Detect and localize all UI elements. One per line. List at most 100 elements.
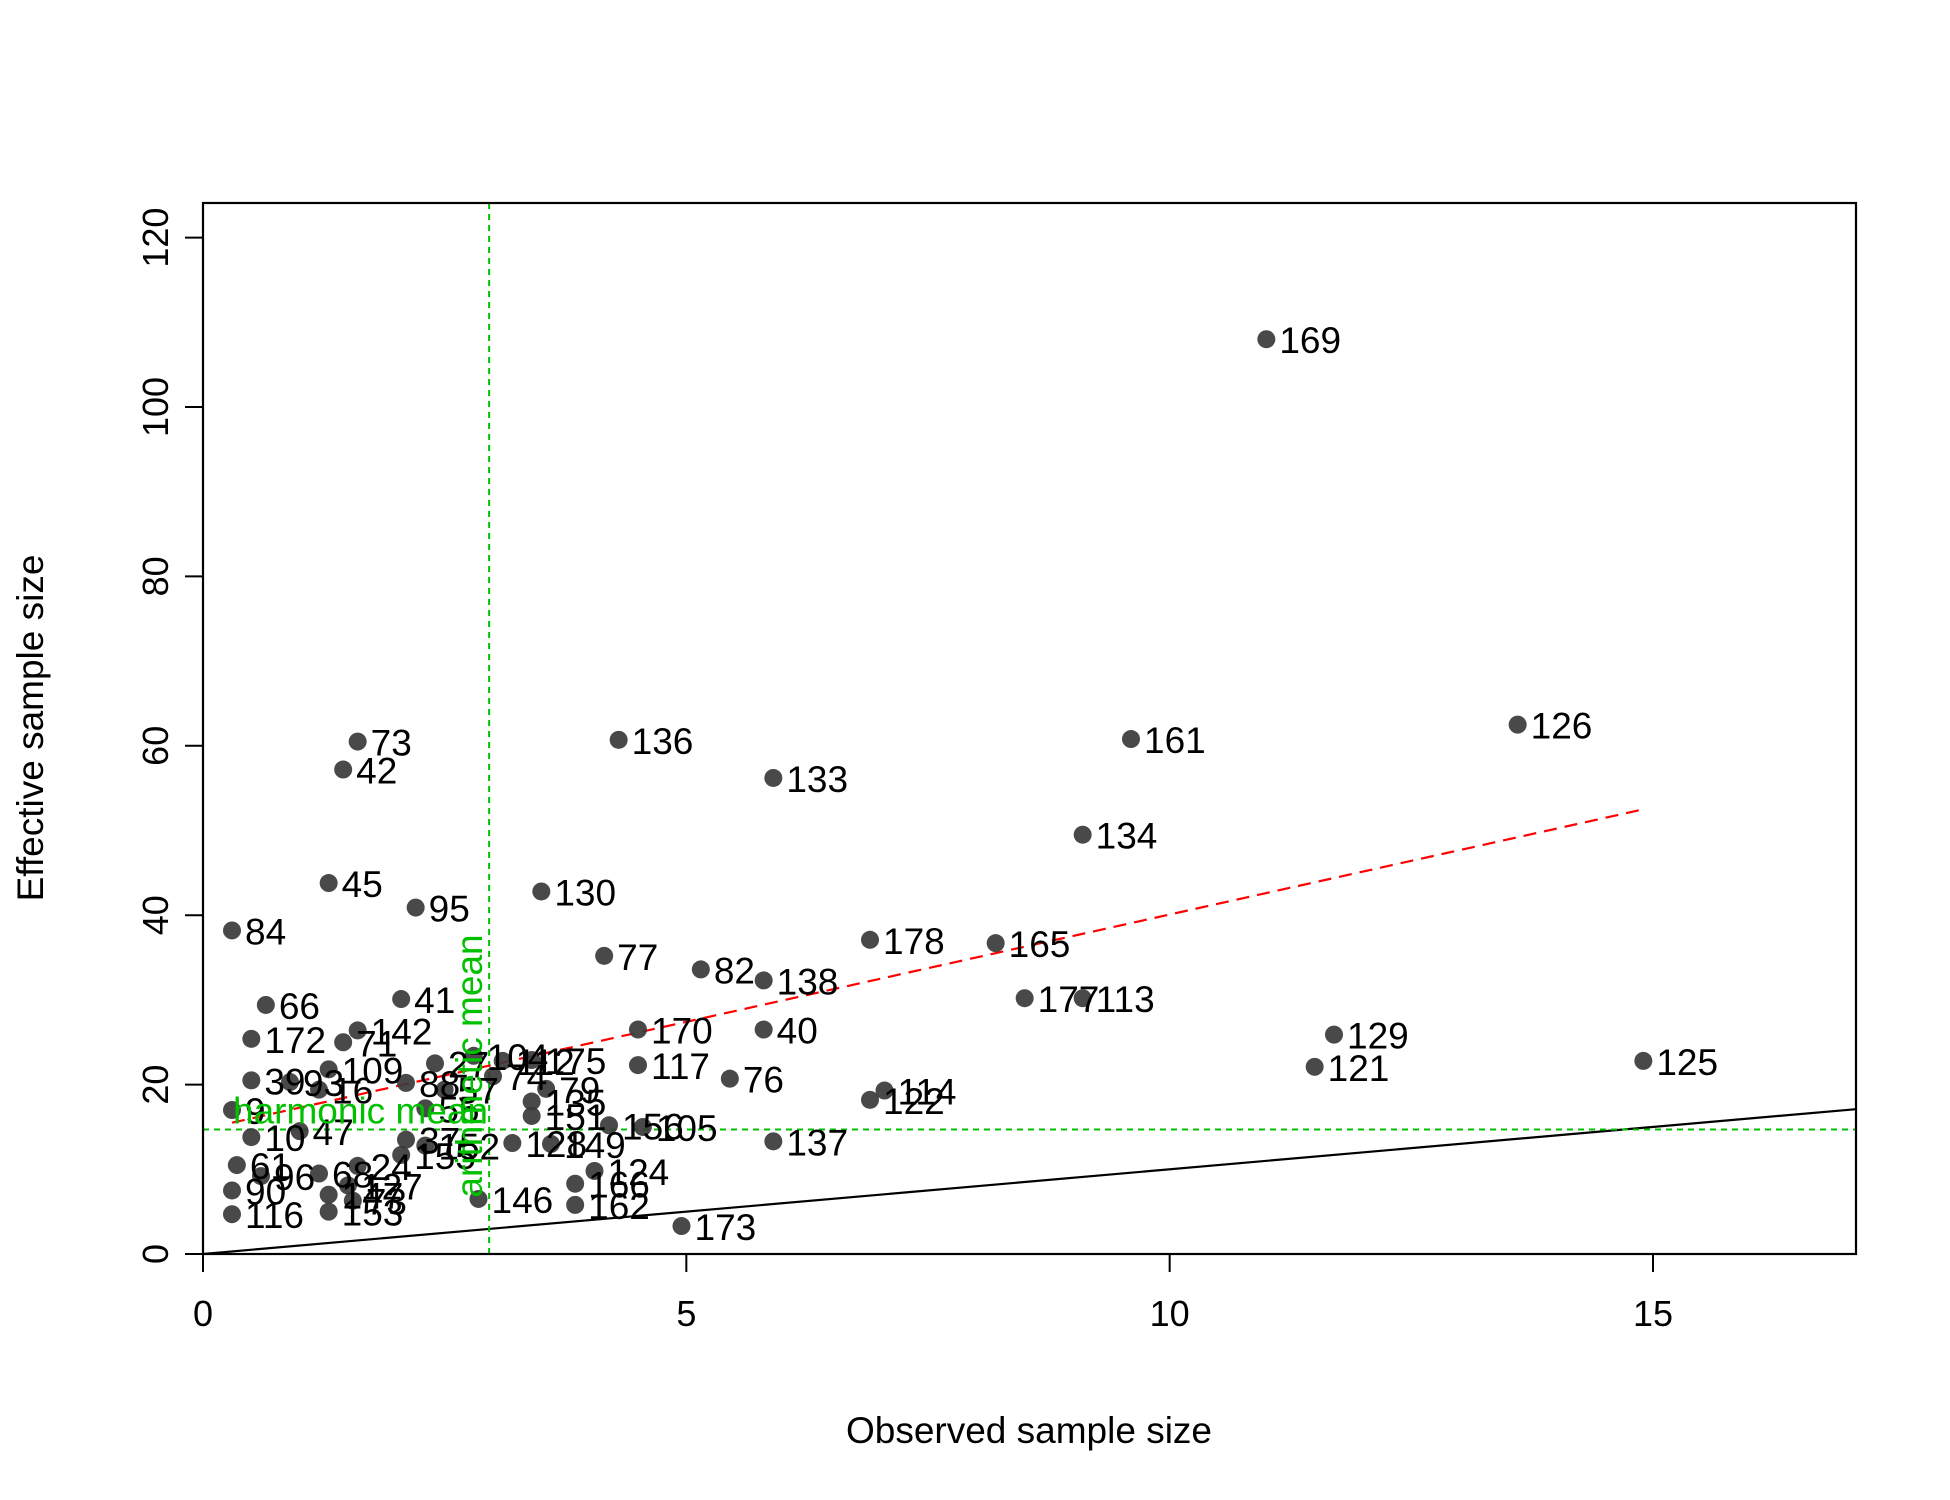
point-label: 84	[245, 911, 286, 952]
point-label: 95	[429, 889, 470, 930]
point-label: 55	[438, 1089, 479, 1130]
arithmetic-mean-label: arithmetic mean	[449, 934, 490, 1197]
point-label: 9	[245, 1091, 266, 1132]
data-point	[1015, 989, 1034, 1008]
point-label: 149	[564, 1125, 626, 1166]
point-label: 124	[608, 1152, 670, 1193]
data-point	[861, 930, 879, 949]
point-label: 117	[651, 1046, 710, 1087]
point-label: 153	[342, 1193, 404, 1234]
fit-line-layer	[231, 808, 1644, 1124]
x-tick-label: 5	[676, 1293, 696, 1334]
data-point	[223, 1205, 241, 1224]
data-point	[319, 1185, 338, 1204]
point-label: 147	[342, 1176, 404, 1217]
data-point	[764, 1132, 783, 1151]
point-label: 76	[743, 1060, 784, 1101]
point-label: 88	[419, 1064, 460, 1105]
data-point	[416, 1099, 435, 1118]
data-point	[1634, 1051, 1653, 1070]
point-label: 61	[250, 1146, 291, 1187]
point-label: 73	[366, 1182, 407, 1223]
y-tick-label: 100	[135, 377, 176, 437]
point-label: 166	[588, 1165, 650, 1206]
data-point	[464, 1046, 483, 1065]
data-point	[629, 1056, 647, 1075]
data-point	[1073, 825, 1092, 844]
data-point	[334, 760, 353, 779]
point-label: 169	[1279, 320, 1341, 361]
point-label: 134	[1096, 816, 1158, 857]
x-axis: 0 5 10 15	[193, 1253, 1673, 1334]
data-point	[281, 1073, 299, 1092]
data-point	[426, 1054, 444, 1073]
y-tick-label: 20	[135, 1065, 176, 1105]
point-label: 24	[371, 1147, 412, 1188]
data-point	[256, 995, 275, 1014]
x-axis-title: Observed sample size	[846, 1410, 1212, 1451]
point-label: 151	[545, 1097, 607, 1138]
point-label: 177	[1038, 979, 1100, 1020]
point-label: 178	[883, 921, 945, 962]
point-label: 170	[651, 1011, 713, 1052]
data-point	[406, 898, 425, 917]
y-tick-label: 60	[135, 726, 176, 766]
point-label: 173	[695, 1207, 757, 1248]
data-point	[493, 1051, 512, 1070]
point-label: 121	[1328, 1048, 1390, 1089]
point-label: 114	[898, 1072, 957, 1113]
data-point	[875, 1081, 894, 1100]
point-label: 165	[1009, 924, 1071, 965]
point-label: 175	[545, 1041, 607, 1082]
data-point	[629, 1020, 647, 1039]
data-point	[1257, 330, 1276, 349]
y-tick-label: 40	[135, 895, 176, 935]
data-point	[484, 1067, 502, 1086]
data-point	[522, 1106, 541, 1125]
data-point	[348, 1156, 367, 1175]
data-point	[503, 1134, 522, 1153]
data-point	[319, 1060, 338, 1079]
point-label: 129	[1347, 1016, 1409, 1057]
data-point	[348, 732, 367, 751]
data-point	[310, 1080, 328, 1099]
y-tick-label: 120	[135, 208, 176, 268]
data-point	[242, 1128, 261, 1147]
point-label: 27	[448, 1044, 489, 1085]
point-label: 109	[342, 1050, 404, 1091]
data-point	[242, 1029, 261, 1048]
point-label: 73	[371, 723, 412, 764]
point-label: 112	[516, 1042, 575, 1083]
data-point	[392, 990, 411, 1009]
point-label: 10	[264, 1118, 305, 1159]
point-label: 57	[458, 1071, 499, 1112]
data-point	[585, 1161, 604, 1180]
point-label: 126	[1531, 706, 1593, 747]
data-point	[522, 1092, 541, 1111]
point-label: 113	[1096, 979, 1155, 1020]
data-point	[754, 1020, 773, 1039]
data-point	[764, 768, 783, 787]
point-label: 146	[492, 1180, 554, 1221]
point-label: 136	[632, 721, 694, 762]
data-point	[416, 1136, 435, 1155]
point-label: 96	[274, 1157, 315, 1198]
data-point	[397, 1073, 415, 1092]
data-point	[392, 1145, 411, 1164]
data-point	[319, 874, 338, 893]
point-label: 130	[554, 872, 616, 913]
point-label: 138	[777, 961, 839, 1002]
point-label: 68	[332, 1155, 373, 1196]
point-label: 71	[356, 1023, 397, 1064]
data-point	[986, 934, 1005, 953]
point-label: 105	[656, 1108, 718, 1149]
data-point	[566, 1174, 585, 1193]
point-label: 161	[1144, 720, 1206, 761]
y-tick-label: 0	[135, 1244, 176, 1264]
point-label: 90	[245, 1171, 286, 1212]
point-label: 135	[545, 1083, 607, 1124]
data-point	[532, 882, 551, 901]
y-axis: 0 20 40 60 80 100 120	[135, 208, 204, 1264]
